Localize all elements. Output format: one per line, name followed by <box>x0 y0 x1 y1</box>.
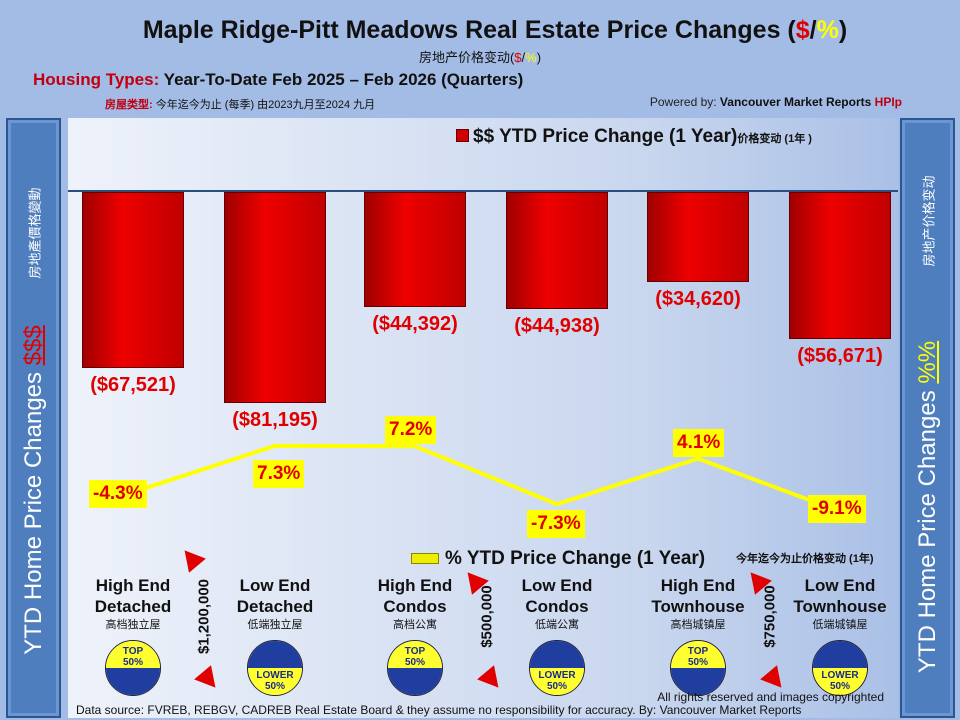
pct-label: 7.3% <box>253 459 305 488</box>
category-line1: Low End <box>239 576 311 595</box>
bar-0 <box>82 192 184 368</box>
badge-top-icon: TOP 50% <box>105 640 161 696</box>
category-label: Low End Townhouse 低端城镇屋 <box>775 575 905 633</box>
right-axis-cn: 房地产价格变动 <box>921 175 936 267</box>
left-axis-title: YTD Home Price Changes $$$ <box>19 324 47 655</box>
badge-lower-icon: LOWER 50% <box>247 640 303 696</box>
baseline <box>68 190 898 192</box>
bar-2 <box>364 192 466 308</box>
category-cn: 高档独立屋 <box>105 619 161 631</box>
category-label: High End Condos 高档公寓 <box>350 575 480 633</box>
line-series <box>132 443 841 514</box>
badge-top-icon: TOP 50% <box>387 640 443 696</box>
bar-4 <box>647 192 749 282</box>
chart-subtitle-cn: 房地产价格变动($/%) <box>418 50 542 65</box>
legend-bar: $$ YTD Price Change (1 Year)价格变动 (1年 ) <box>456 126 812 148</box>
bar-label: ($44,938) <box>514 314 600 337</box>
powered-by: Powered by: Vancouver Market Reports HPI… <box>649 95 902 109</box>
chart-title: Maple Ridge-Pitt Meadows Real Estate Pri… <box>142 16 848 44</box>
category-line2: Townhouse <box>651 597 745 616</box>
category-line2: Condos <box>383 597 447 616</box>
bar-label: ($81,195) <box>232 409 318 432</box>
category-line1: High End <box>660 576 736 595</box>
badge-lower-icon: LOWER 50% <box>529 640 585 696</box>
category-line1: High End <box>377 576 453 595</box>
pct-label: -7.3% <box>527 510 585 539</box>
badge-top-icon: TOP 50% <box>670 640 726 696</box>
category-cn: 高档城镇屋 <box>670 619 726 631</box>
category-line2: Condos <box>525 597 589 616</box>
left-axis-cn: 房地產價格變動 <box>27 187 42 279</box>
category-line2: Townhouse <box>793 597 887 616</box>
pct-label: -4.3% <box>89 480 147 509</box>
badge-lower-icon: LOWER 50% <box>812 640 868 696</box>
legend-swatch-red <box>456 129 469 142</box>
rights-text: All rights reserved and images copyright… <box>657 690 884 704</box>
data-source: Data source: FVREB, REBGV, CADREB Real E… <box>76 703 802 717</box>
category-line1: High End <box>95 576 171 595</box>
right-axis-panel: YTD Home Price Changes %% 房地产价格变动 <box>900 118 955 718</box>
housing-types-cn: 房屋类型: 今年迄今为止 (每季) 由2023九月至2024 九月 <box>105 99 376 111</box>
category-label: High End Detached 高档独立屋 <box>68 575 198 633</box>
category-cn: 低端独立屋 <box>247 619 303 631</box>
category-label: High End Townhouse 高档城镇屋 <box>633 575 763 633</box>
bar-3 <box>506 192 608 309</box>
price-threshold: $1,200,000 <box>195 578 213 655</box>
bar-label: ($67,521) <box>90 373 176 396</box>
plot-area: $$ YTD Price Change (1 Year)价格变动 (1年 ) %… <box>68 118 898 718</box>
bar-label: ($56,671) <box>797 345 883 368</box>
bar-label: ($34,620) <box>655 288 741 310</box>
legend-swatch-yellow <box>411 553 439 564</box>
category-cn: 高档公寓 <box>393 619 437 631</box>
pct-label: 7.2% <box>385 416 437 445</box>
bar-1 <box>224 192 326 404</box>
category-label: Low End Detached 低端独立屋 <box>210 575 340 633</box>
category-cn: 低端城镇屋 <box>812 619 868 631</box>
pct-label: 4.1% <box>673 428 725 457</box>
category-cn: 低端公寓 <box>535 619 579 631</box>
legend-line-cn: 今年迄今为止价格变动 (1年) <box>736 553 874 565</box>
category-label: Low End Condos 低端公寓 <box>492 575 622 633</box>
bar-5 <box>789 192 891 340</box>
legend-line: % YTD Price Change (1 Year) <box>411 548 705 570</box>
category-line1: Low End <box>521 576 593 595</box>
bar-label: ($44,392) <box>372 313 458 336</box>
left-axis-panel: YTD Home Price Changes $$$ 房地產價格變動 <box>6 118 61 718</box>
housing-types: Housing Types: Year-To-Date Feb 2025 – F… <box>33 70 524 89</box>
pct-line <box>132 443 841 514</box>
category-line2: Detached <box>94 597 172 616</box>
right-axis-title: YTD Home Price Changes %% <box>913 341 941 674</box>
category-line1: Low End <box>804 576 876 595</box>
pct-label: -9.1% <box>808 495 866 524</box>
category-line2: Detached <box>236 597 314 616</box>
